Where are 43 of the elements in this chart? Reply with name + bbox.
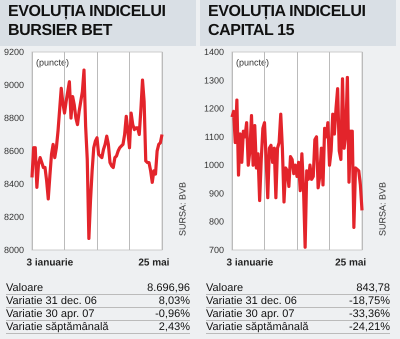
x-tick-label: 25 mai	[138, 258, 170, 268]
line-series	[230, 76, 364, 249]
text: Variatie 30 apr. 07	[206, 308, 294, 320]
y-tick-label: 1400	[204, 47, 224, 57]
text: Variatie 30 apr. 07	[6, 308, 94, 320]
y-tick-label: 1200	[204, 104, 224, 114]
text: -18,75%	[349, 295, 390, 307]
line-series	[30, 68, 164, 240]
y-tick-label: 8600	[4, 146, 24, 156]
text: Variatie 31 dec. 06	[6, 295, 97, 307]
y-tick-label: 8200	[4, 212, 24, 222]
y-tick-label: 1100	[204, 132, 224, 142]
text: -33,36%	[349, 308, 390, 320]
y-tick-label: 8400	[4, 179, 24, 189]
y-tick-label: 8000	[4, 245, 24, 255]
y-tick-label: 700	[208, 245, 224, 255]
y-tick-label: 800	[208, 216, 224, 227]
y-axis-title: (puncte)	[236, 58, 270, 68]
text: 8.696,96	[147, 282, 190, 294]
text: 8,03%	[158, 295, 190, 307]
text: -24,21%	[349, 321, 390, 333]
text: 2,43%	[158, 321, 190, 333]
text: Variatie săptămânală	[206, 321, 309, 333]
text: Valoare	[6, 282, 44, 294]
chart-title: EVOLUȚIA INDICELUI BURSIER BET	[0, 0, 196, 46]
y-tick-label: 9200	[4, 47, 24, 57]
y-tick-label: 8800	[4, 113, 24, 123]
text: SURSA: BVB	[378, 182, 388, 236]
text: 843,78	[356, 282, 390, 294]
text: Valoare	[206, 282, 244, 294]
y-tick-label: 9000	[4, 80, 24, 90]
text: Variatie 31 dec. 06	[206, 295, 297, 307]
y-axis-title: (puncte)	[36, 58, 70, 68]
x-tick-label: 3 ianuarie	[26, 258, 74, 268]
text: Variatie săptămânală	[6, 321, 109, 333]
text: SURSA: BVB	[178, 182, 188, 236]
chart-title: EVOLUȚIA INDICELUI CAPITAL 15	[200, 0, 396, 46]
y-tick-label: 1300	[204, 75, 224, 86]
x-tick-label: 3 ianuarie	[226, 258, 274, 268]
y-tick-label: 1000	[204, 160, 224, 170]
x-tick-label: 25 mai	[335, 258, 366, 268]
text: -0,96%	[155, 308, 190, 320]
y-tick-label: 900	[208, 188, 224, 198]
